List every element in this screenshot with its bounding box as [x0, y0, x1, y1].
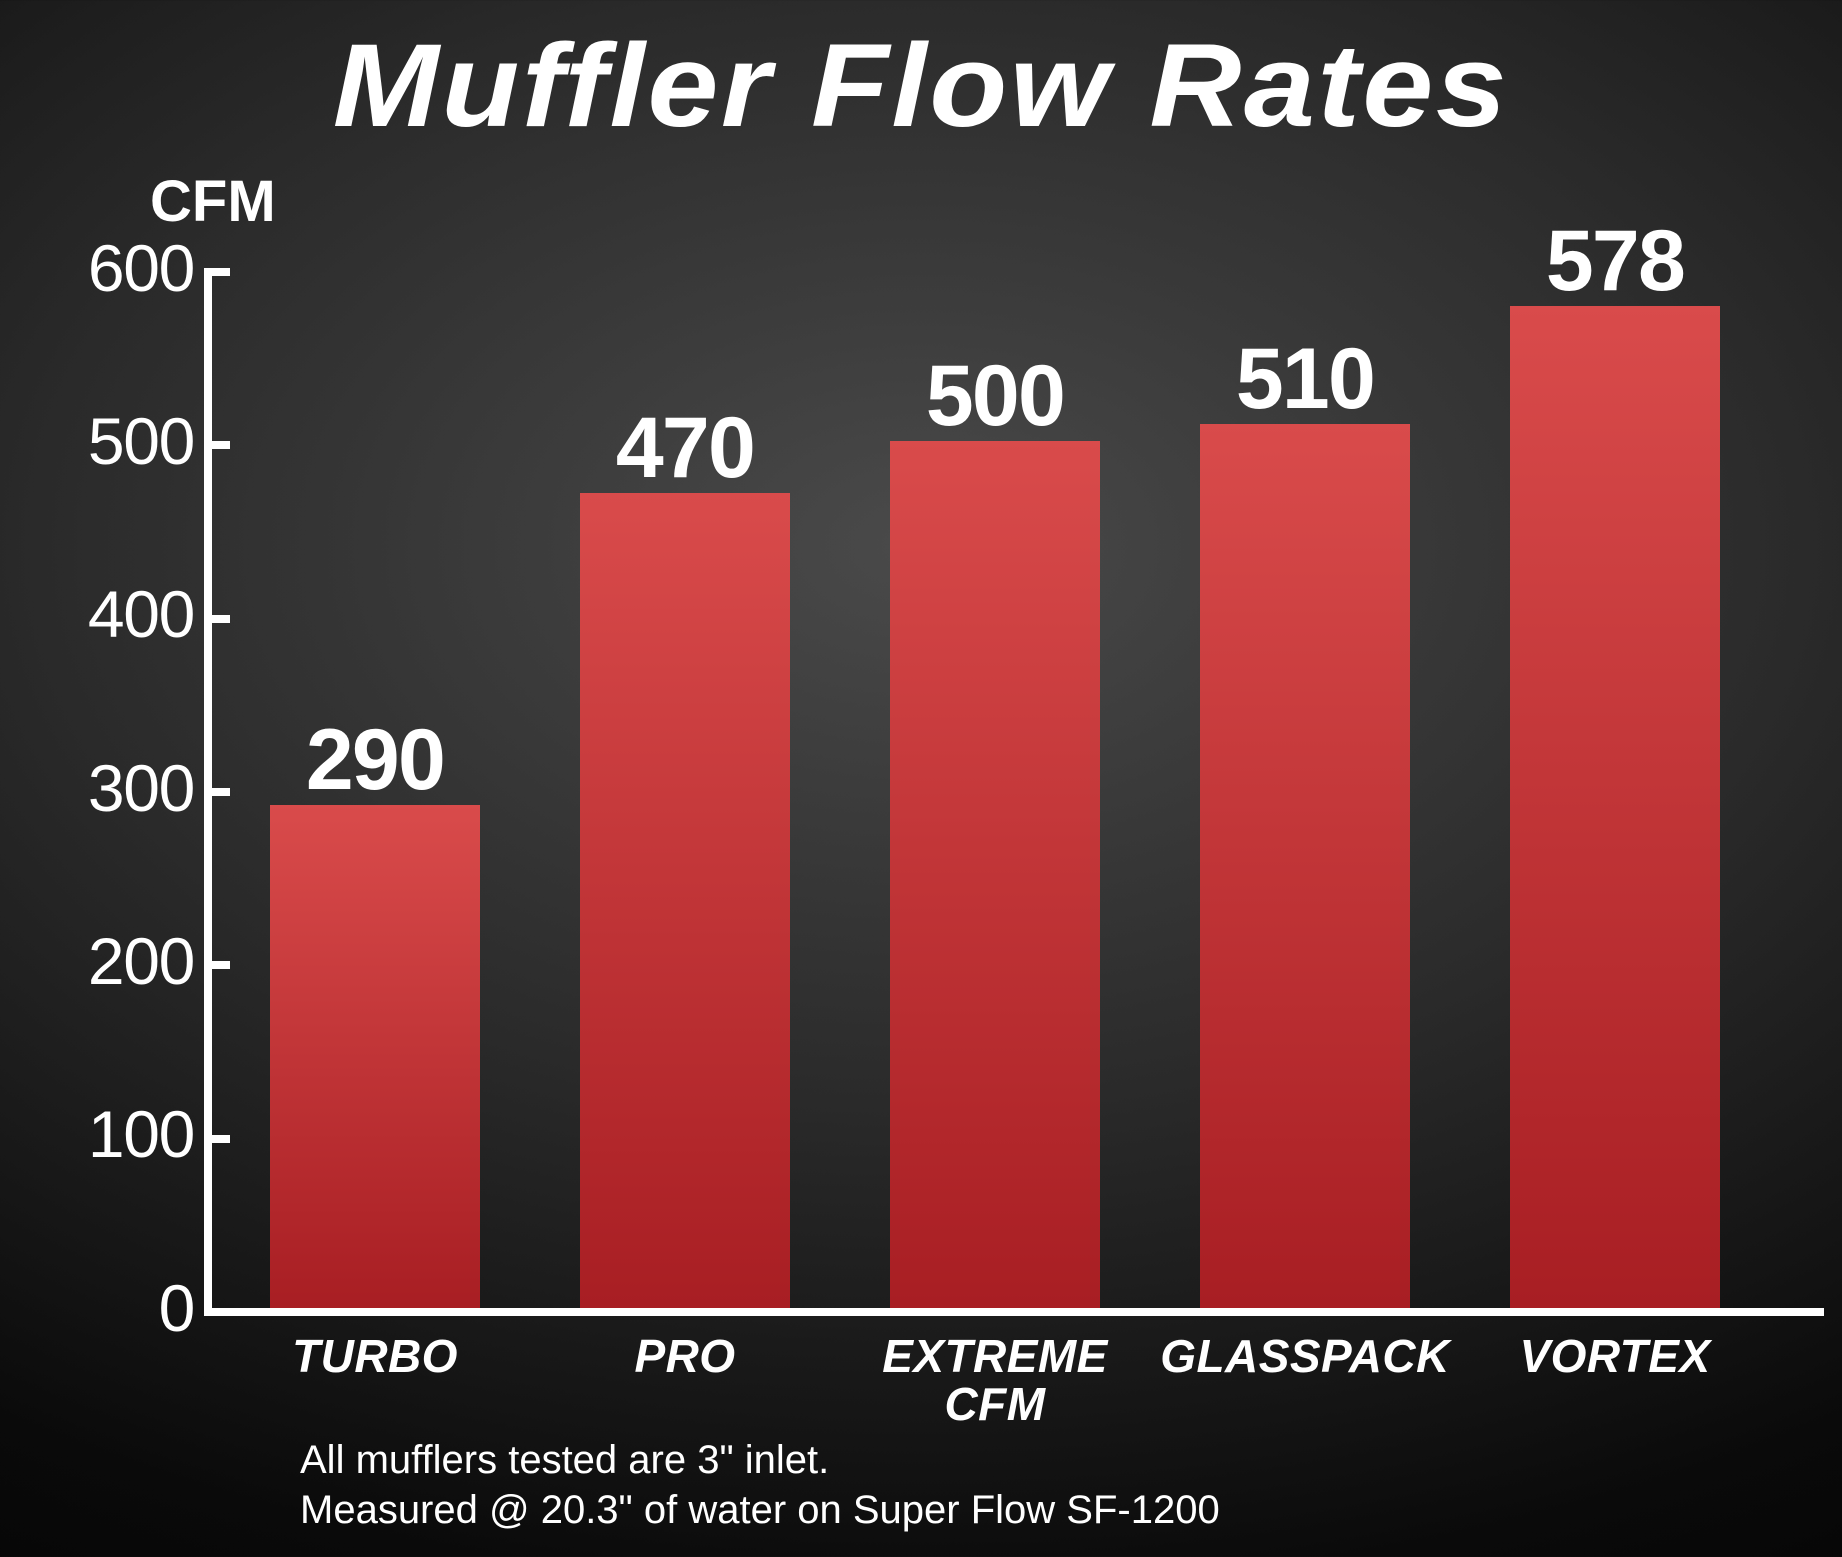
footnote-line-1: All mufflers tested are 3" inlet. — [300, 1438, 829, 1483]
y-axis-label: CFM — [150, 168, 276, 235]
bar — [270, 805, 480, 1308]
bar-category-label: GLASSPACK — [1160, 1332, 1450, 1380]
y-tick-label: 400 — [54, 576, 194, 652]
y-tick-label: 600 — [54, 230, 194, 306]
y-tick-mark — [204, 615, 230, 623]
y-tick-mark — [204, 268, 230, 276]
y-tick-label: 300 — [54, 750, 194, 826]
y-tick-mark — [204, 788, 230, 796]
bar-category-label: EXTREMECFM — [850, 1332, 1140, 1429]
bar — [1510, 306, 1720, 1308]
footnote-line-2: Measured @ 20.3" of water on Super Flow … — [300, 1488, 1220, 1533]
y-tick-label: 500 — [54, 403, 194, 479]
y-tick-label: 100 — [54, 1096, 194, 1172]
y-tick-mark — [204, 1135, 230, 1143]
y-tick-label: 0 — [54, 1270, 194, 1346]
bar-value-label: 290 — [270, 711, 480, 810]
bar-value-label: 578 — [1510, 212, 1720, 311]
bar-value-label: 470 — [580, 399, 790, 498]
bar-category-label: TURBO — [230, 1332, 520, 1380]
bar — [1200, 424, 1410, 1308]
chart-title: Muffler Flow Rates — [0, 18, 1842, 154]
bar — [580, 493, 790, 1308]
bar-category-label: VORTEX — [1470, 1332, 1760, 1380]
bar-category-label: PRO — [540, 1332, 830, 1380]
bar-value-label: 510 — [1200, 330, 1410, 429]
bar — [890, 441, 1100, 1308]
y-tick-label: 200 — [54, 923, 194, 999]
y-tick-mark — [204, 441, 230, 449]
y-tick-mark — [204, 961, 230, 969]
bar-value-label: 500 — [890, 347, 1100, 446]
y-tick-mark — [204, 1308, 230, 1316]
x-axis-line — [204, 1308, 1824, 1316]
